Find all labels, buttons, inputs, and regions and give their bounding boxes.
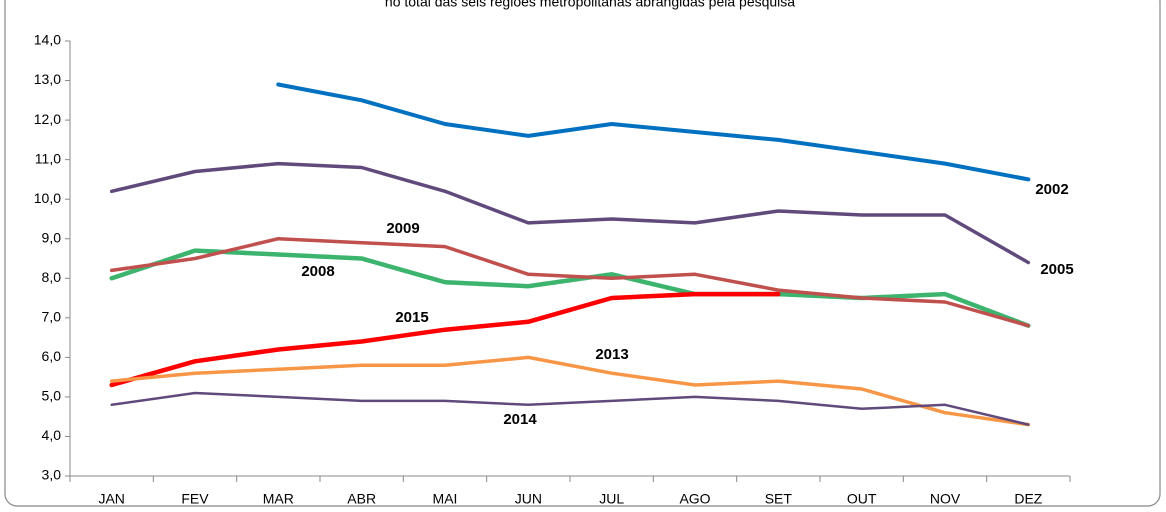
series-line xyxy=(276,82,1031,182)
x-tick-label: JAN xyxy=(98,491,124,507)
series-label: 2005 xyxy=(1040,261,1073,278)
series-line xyxy=(109,161,1031,265)
chart-frame xyxy=(4,0,1161,507)
series-label: 2002 xyxy=(1035,181,1068,198)
y-tick-label: 12,0 xyxy=(34,111,61,127)
y-tick-label: 6,0 xyxy=(42,348,62,364)
x-tick-label: MAI xyxy=(433,491,458,507)
series-line xyxy=(110,391,1030,426)
y-tick-label: 13,0 xyxy=(34,71,61,87)
x-tick-label: ABR xyxy=(347,491,376,507)
x-tick-label: DEZ xyxy=(1014,491,1042,507)
series-label: 2008 xyxy=(301,263,334,280)
x-tick-label: MAR xyxy=(263,491,294,507)
y-tick-label: 7,0 xyxy=(42,309,62,325)
y-tick-label: 11,0 xyxy=(35,150,61,166)
x-tick-label: AGO xyxy=(679,491,710,507)
x-tick-label: NOV xyxy=(930,491,961,507)
x-tick-label: JUL xyxy=(599,491,624,507)
series-line xyxy=(109,355,1031,427)
y-tick-label: 8,0 xyxy=(42,269,62,285)
series-label: 2014 xyxy=(503,411,537,428)
chart-title: no total das seis regiões metropolitanas… xyxy=(385,0,795,10)
x-tick-label: JUN xyxy=(515,491,542,507)
series-label: 2009 xyxy=(386,220,419,237)
x-tick-label: FEV xyxy=(181,491,209,507)
series-label: 2013 xyxy=(595,346,628,363)
y-tick-label: 10,0 xyxy=(34,190,61,206)
y-tick-label: 14,0 xyxy=(34,32,61,48)
y-tick-label: 4,0 xyxy=(42,427,62,443)
y-tick-label: 3,0 xyxy=(42,467,62,483)
x-tick-label: SET xyxy=(765,491,793,507)
series-label: 2015 xyxy=(395,309,428,326)
series-line xyxy=(109,236,1031,328)
x-tick-label: OUT xyxy=(847,491,877,507)
series-line xyxy=(109,248,1031,328)
y-tick-label: 9,0 xyxy=(42,229,62,245)
series-line xyxy=(109,291,781,388)
y-tick-label: 5,0 xyxy=(42,388,62,404)
